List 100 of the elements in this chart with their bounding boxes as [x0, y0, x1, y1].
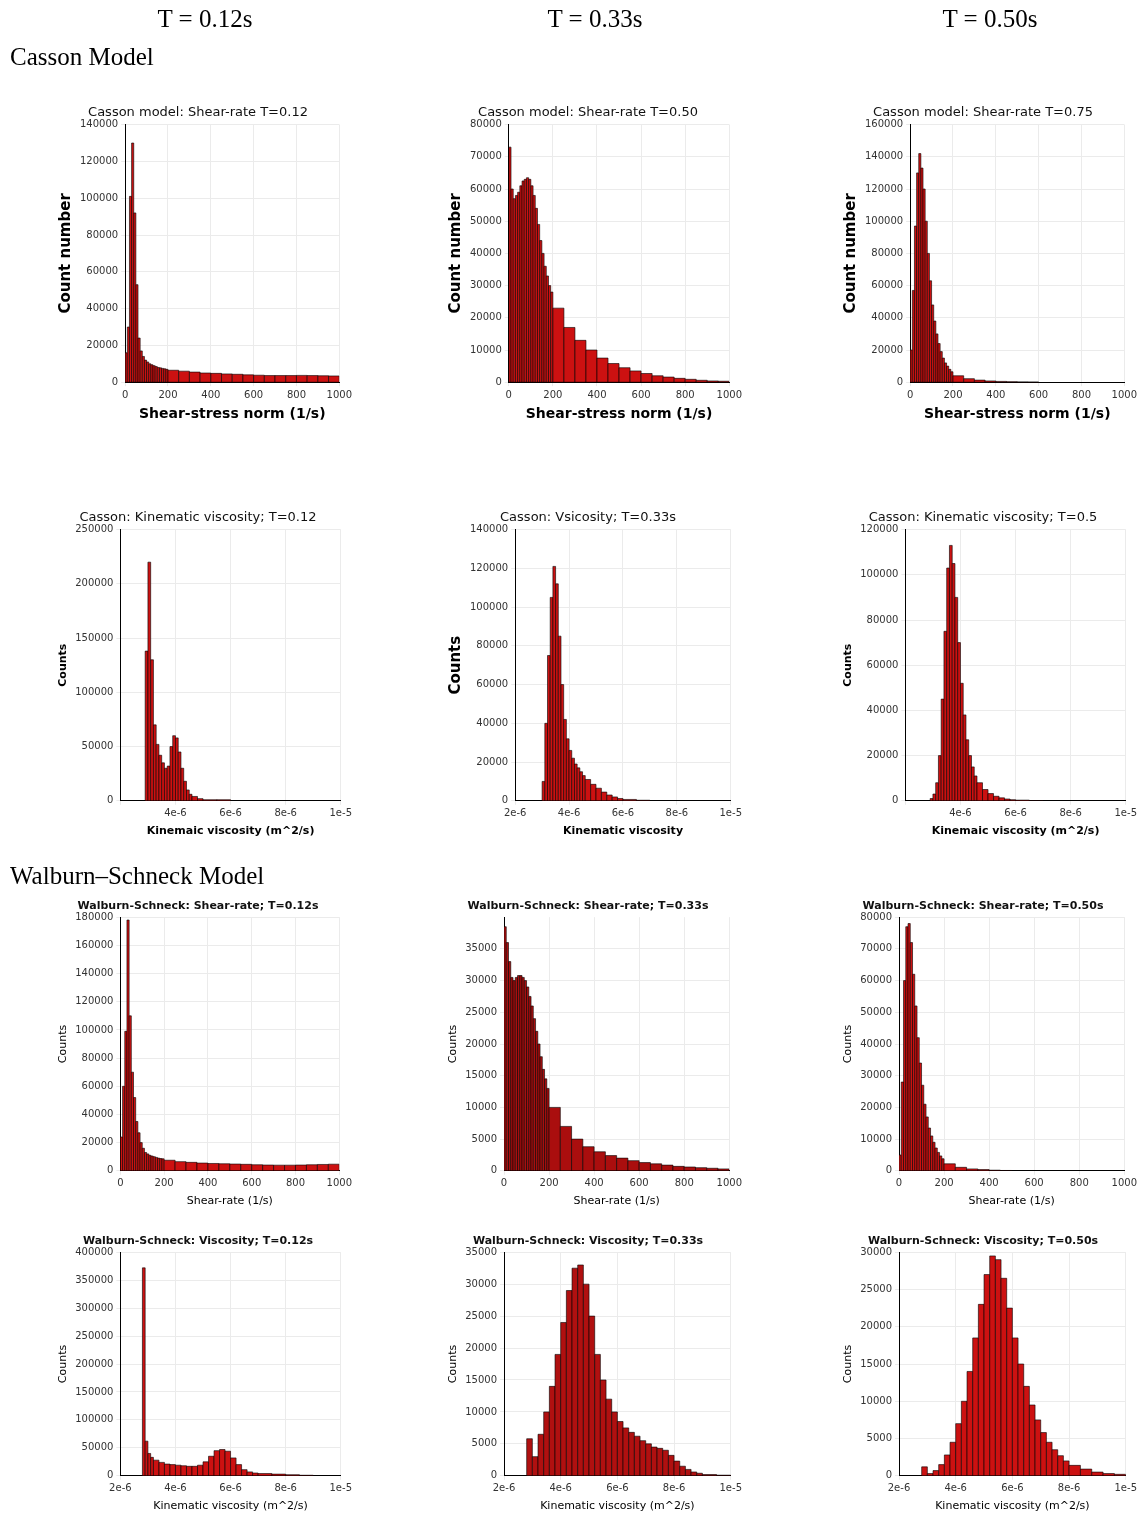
y-tick-label: 100000 [469, 600, 509, 612]
x-axis-title: Shear-stress norm (1/s) [138, 405, 326, 422]
chart-title: Casson: Kinematic viscosity; T=0.5 [868, 509, 1098, 525]
x-tick-label: 4e-6 [949, 807, 972, 819]
x-tick-label: 6e-6 [219, 1482, 242, 1494]
x-tick-label: 8e-6 [662, 1482, 686, 1494]
text: T = 0.33s [546, 5, 644, 33]
text: T = 0.50s [941, 5, 1039, 33]
y-tick-label: 80000 [470, 118, 502, 130]
y-tick-label: 0 [490, 1164, 498, 1176]
y-axis-title: Count number [840, 192, 859, 314]
y-tick-label: 100000 [79, 191, 119, 203]
x-tick-label: 1e-5 [719, 807, 743, 819]
x-tick-label: 1000 [326, 1177, 352, 1189]
y-tick-label: 60000 [476, 678, 509, 690]
x-tick-label: 600 [242, 1177, 262, 1189]
y-tick-label: 60000 [81, 1079, 114, 1091]
y-tick-label: 60000 [86, 265, 119, 277]
y-tick-label: 160000 [75, 938, 114, 950]
y-tick-label: 0 [501, 794, 509, 806]
y-tick-label: 0 [111, 375, 119, 387]
y-axis-title: Counts [841, 1024, 855, 1064]
x-axis-title: Kinematic viscosity [562, 824, 684, 838]
y-axis-title: Counts [445, 635, 464, 695]
y-tick-label: 15000 [860, 1357, 893, 1369]
x-tick-label: 600 [1024, 1177, 1044, 1189]
y-tick-label: 200000 [75, 1357, 114, 1369]
y-axis-title: Counts [841, 643, 855, 687]
y-tick-label: 25000 [860, 1283, 893, 1295]
x-tick-label: 4e-6 [549, 1482, 572, 1494]
x-tick-label: 400 [587, 388, 607, 400]
y-tick-label: 120000 [864, 182, 904, 194]
y-tick-label: 20000 [476, 755, 509, 767]
x-axis-title: Kinematic viscosity (m^2/s) [153, 1499, 308, 1513]
y-tick-label: 20000 [860, 1320, 893, 1332]
y-tick-label: 30000 [860, 1069, 893, 1081]
y-tick-label: 0 [885, 1469, 893, 1481]
y-tick-label: 80000 [476, 639, 509, 651]
chart-title: Casson model: Shear-rate T=0.12 [88, 104, 308, 120]
y-tick-label: 20000 [860, 1100, 893, 1112]
chart-title: Walburn-Schneck: Viscosity; T=0.50s [867, 1234, 1099, 1248]
y-tick-label: 120000 [75, 995, 114, 1007]
y-axis-title: Count number [445, 192, 464, 314]
y-tick-label: 30000 [470, 279, 502, 291]
x-tick-label: 6e-6 [606, 1482, 629, 1494]
x-axis-title: Shear-stress norm (1/s) [525, 405, 713, 422]
chart-title: Casson model: Shear-rate T=0.75 [873, 104, 1093, 120]
y-tick-label: 60000 [860, 974, 893, 986]
text: Walburn–Schneck Model [10, 862, 265, 890]
y-tick-label: 350000 [75, 1273, 114, 1285]
x-tick-label: 1000 [716, 1177, 742, 1189]
x-tick-label: 800 [1071, 388, 1091, 400]
y-tick-label: 400000 [75, 1245, 114, 1257]
y-tick-label: 10000 [860, 1394, 893, 1406]
y-tick-label: 30000 [465, 974, 498, 986]
y-tick-label: 15000 [465, 1373, 498, 1385]
y-tick-label: 100000 [75, 685, 114, 697]
x-tick-label: 8e-6 [665, 807, 689, 819]
y-tick-label: 250000 [75, 523, 114, 535]
x-tick-label: 8e-6 [1057, 1482, 1081, 1494]
x-tick-label: 400 [986, 388, 1006, 400]
x-axis-title: Kinemaic viscosity (m^2/s) [146, 824, 315, 838]
y-tick-label: 0 [892, 794, 899, 806]
x-axis-title: Shear-stress norm (1/s) [923, 405, 1111, 422]
y-tick-label: 20000 [866, 749, 899, 761]
y-tick-label: 0 [490, 1469, 498, 1481]
y-tick-label: 20000 [871, 343, 904, 355]
y-tick-label: 0 [495, 375, 502, 387]
x-tick-label: 800 [285, 1177, 306, 1189]
y-axis-title: Counts [56, 643, 70, 687]
chart-title: Walburn-Schneck: Viscosity; T=0.33s [472, 1234, 704, 1248]
x-tick-label: 4e-6 [164, 807, 187, 819]
x-tick-label: 6e-6 [611, 807, 635, 819]
y-tick-label: 70000 [470, 150, 502, 162]
y-tick-label: 35000 [465, 1245, 498, 1257]
x-tick-label: 1000 [1111, 388, 1137, 400]
x-axis-title: Shear-rate (1/s) [573, 1194, 660, 1208]
y-tick-label: 160000 [864, 118, 904, 130]
y-tick-label: 40000 [476, 716, 509, 728]
y-tick-label: 40000 [81, 1108, 114, 1120]
y-tick-label: 150000 [75, 631, 114, 643]
x-tick-label: 1000 [326, 388, 352, 400]
y-tick-label: 70000 [860, 942, 893, 954]
y-tick-label: 40000 [860, 1037, 893, 1049]
y-tick-label: 100000 [860, 568, 899, 580]
x-axis-title: Shear-rate (1/s) [968, 1194, 1055, 1208]
x-tick-label: 200 [154, 1177, 174, 1189]
x-tick-label: 200 [934, 1177, 954, 1189]
y-tick-label: 35000 [465, 942, 498, 954]
x-tick-label: 200 [158, 388, 178, 400]
x-tick-label: 1e-5 [329, 807, 353, 819]
y-axis-title: Counts [446, 1024, 460, 1064]
chart-title: Casson: Vsicosity; T=0.33s [500, 509, 677, 525]
y-tick-label: 10000 [465, 1100, 498, 1112]
y-tick-label: 140000 [75, 967, 114, 979]
y-tick-label: 10000 [860, 1132, 893, 1144]
y-tick-label: 120000 [469, 561, 509, 573]
x-tick-label: 200 [539, 1177, 559, 1189]
y-tick-label: 80000 [860, 910, 893, 922]
x-tick-label: 1e-5 [329, 1482, 353, 1494]
